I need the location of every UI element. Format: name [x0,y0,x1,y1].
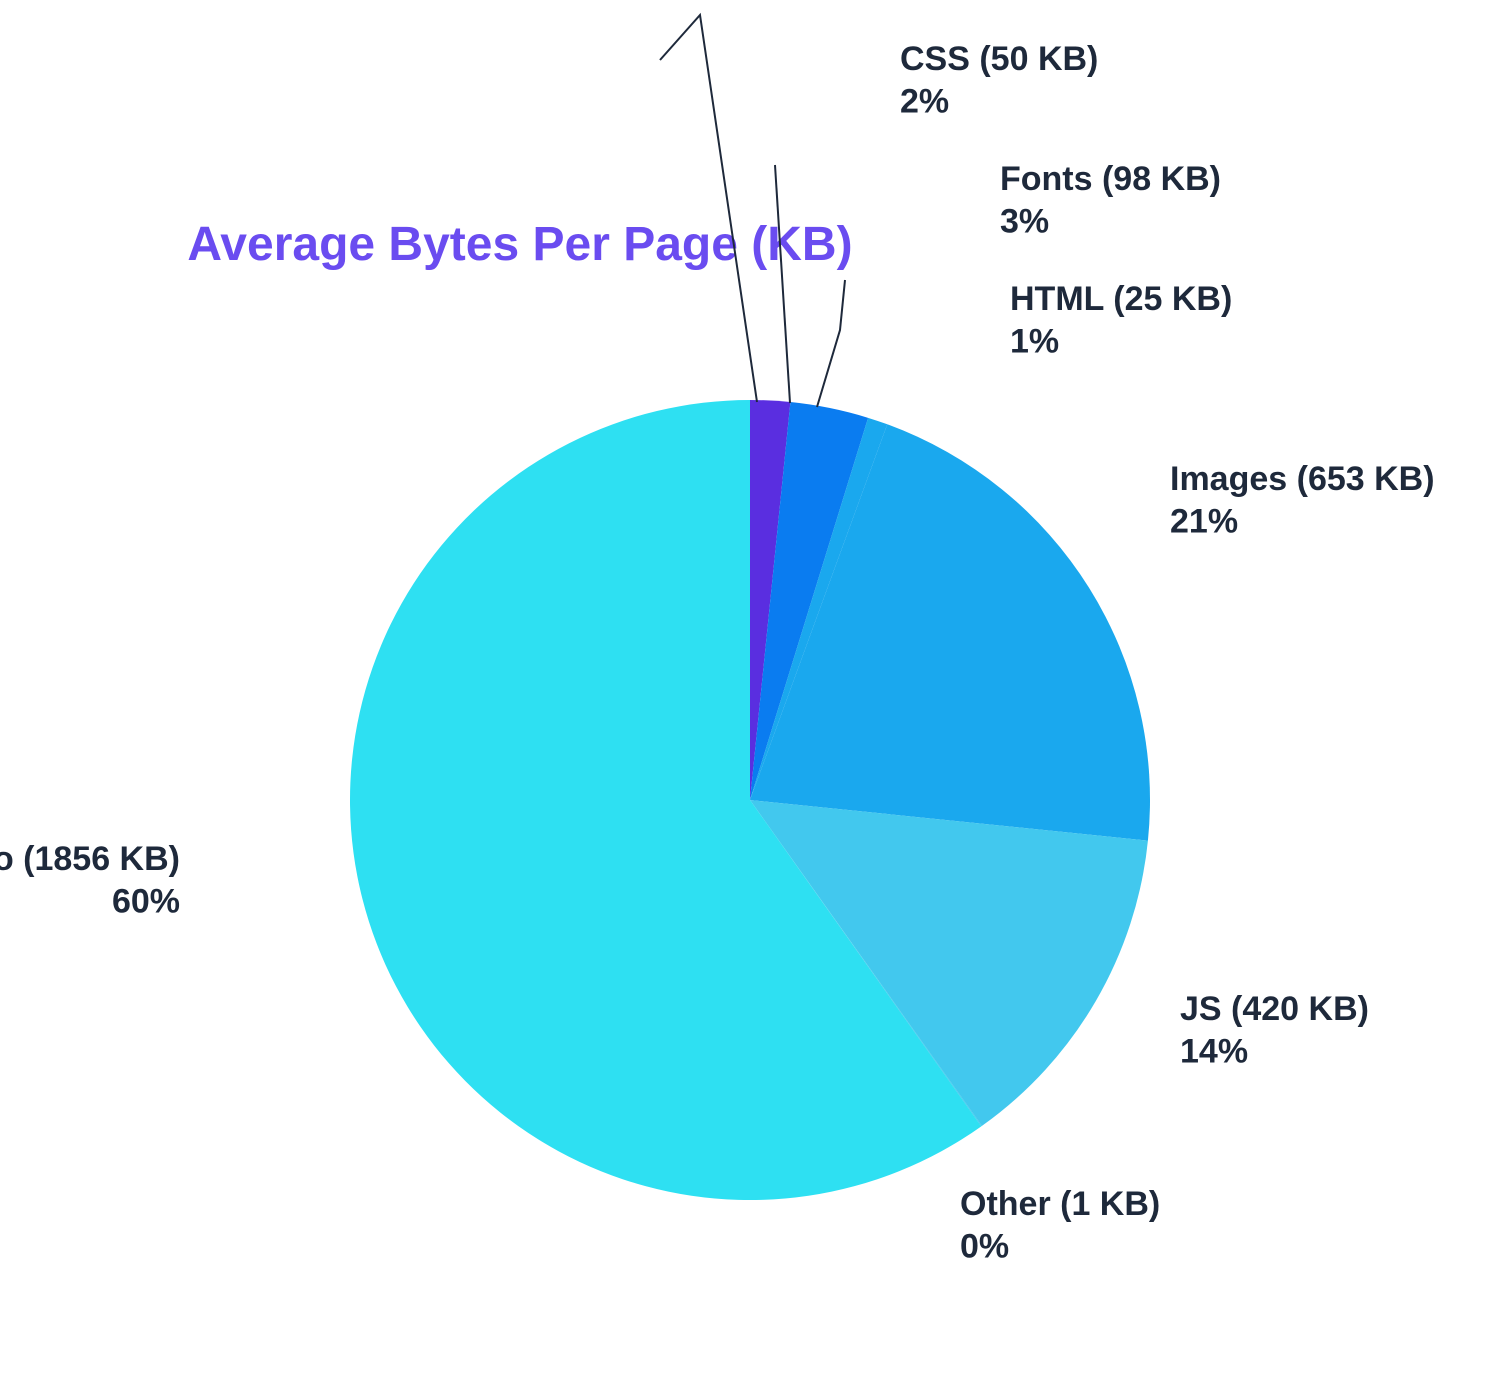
label-images: Images (653 KB)21% [1170,460,1435,541]
label-fonts: Fonts (98 KB)3% [1000,160,1221,241]
leader-fonts [775,165,790,403]
pie-slices [350,400,1150,1200]
leader-html [817,280,845,407]
label-css: CSS (50 KB)2% [900,40,1098,121]
label-other: Other (1 KB)0% [960,1185,1160,1266]
pie-chart: Average Bytes Per Page (KB) CSS (50 KB)2%… [0,0,1503,1385]
leader-lines [660,15,845,407]
label-html: HTML (25 KB)1% [1010,280,1232,361]
chart-title: Average Bytes Per Page (KB) [187,218,852,271]
leader-css [660,15,757,402]
label-video: Video (1856 KB)60% [0,840,180,921]
label-js: JS (420 KB)14% [1180,990,1369,1071]
